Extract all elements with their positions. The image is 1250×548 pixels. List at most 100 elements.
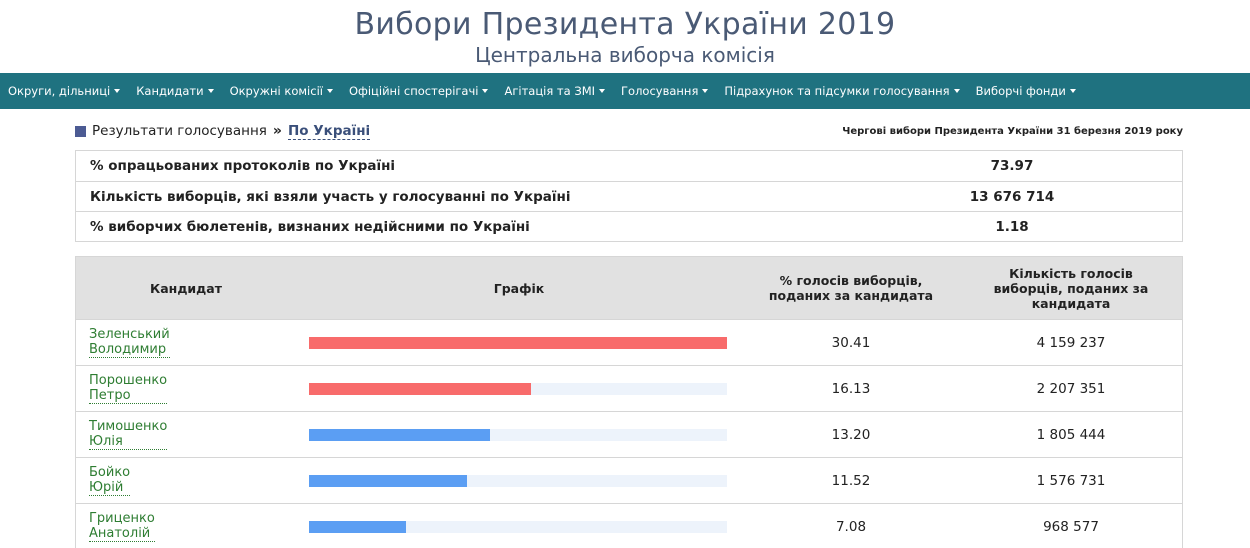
header-percent: % голосів виборців, поданих за кандидата <box>768 273 934 303</box>
candidate-link[interactable]: Порошенко Петро <box>89 373 168 404</box>
site-subtitle: Центральна виборча комісія <box>475 43 775 67</box>
candidate-link[interactable]: Тимошенко Юлія <box>89 419 168 450</box>
summary-table: % опрацьованих протоколів по Україні 73.… <box>75 150 1183 242</box>
nav-item-label: Окружні комісії <box>229 84 323 98</box>
nav-item-counting-results[interactable]: Підрахунок та підсумки голосування <box>724 73 960 109</box>
nav-item-election-funds[interactable]: Виборчі фонди <box>976 73 1076 109</box>
nav-item-label: Виборчі фонди <box>975 84 1066 98</box>
caret-down-icon <box>114 89 121 93</box>
percent-cell: 13.20 <box>831 426 871 443</box>
candidate-surname: Гриценко <box>89 511 155 526</box>
nav-item-label: Агітація та ЗМІ <box>504 84 596 98</box>
header-votes: Кількість голосів виборців, поданих за к… <box>993 265 1149 311</box>
square-bullet-icon <box>75 125 86 137</box>
site-header: Вибори Президента України 2019 Центральн… <box>0 0 1250 72</box>
nav-item-voting[interactable]: Голосування <box>621 73 709 109</box>
candidate-surname: Зеленський <box>89 327 170 342</box>
main-nav: Округи, дільниці Кандидати Окружні коміс… <box>0 73 1250 109</box>
summary-label: % опрацьованих протоколів по Україні <box>90 158 396 174</box>
candidate-name: Юлія <box>89 434 123 449</box>
header-chart: Графік <box>493 280 545 296</box>
candidate-surname: Бойко <box>89 465 131 480</box>
votes-cell: 1 576 731 <box>1036 472 1106 489</box>
candidate-surname: Порошенко <box>89 373 168 388</box>
candidate-cell: Гриценко Анатолій <box>76 511 296 542</box>
percent-cell: 7.08 <box>835 518 867 535</box>
nav-item-candidates[interactable]: Кандидати <box>136 73 214 109</box>
candidate-link[interactable]: Гриценко Анатолій <box>89 511 155 542</box>
table-row: Зеленський Володимир 30.41 4 159 237 <box>76 319 1182 365</box>
caret-down-icon <box>1069 89 1076 93</box>
percent-cell: 16.13 <box>831 380 871 397</box>
summary-label: % виборчих бюлетенів, визнаних недійсним… <box>90 218 530 235</box>
summary-row: % виборчих бюлетенів, визнаних недійсним… <box>76 211 1182 241</box>
summary-row: % опрацьованих протоколів по Україні 73.… <box>76 151 1182 181</box>
caret-down-icon <box>482 89 489 93</box>
summary-label: Кількість виборців, які взяли участь у г… <box>90 188 571 205</box>
nav-item-campaign-media[interactable]: Агітація та ЗМІ <box>504 73 606 109</box>
nav-item-label: Голосування <box>621 84 699 98</box>
candidate-name: Анатолій <box>89 526 151 541</box>
bar-track <box>309 520 727 533</box>
chart-cell <box>296 336 742 349</box>
candidate-cell: Зеленський Володимир <box>76 327 296 358</box>
bar-track <box>309 428 727 441</box>
nav-item-district-commissions[interactable]: Окружні комісії <box>230 73 333 109</box>
candidate-name: Петро <box>89 388 131 403</box>
results-table: Кандидат Графік % голосів виборців, пода… <box>75 256 1183 548</box>
percent-cell: 11.52 <box>831 472 871 489</box>
votes-cell: 4 159 237 <box>1036 334 1106 351</box>
results-header-row: Кандидат Графік % голосів виборців, пода… <box>76 257 1182 319</box>
bar-track <box>309 382 727 395</box>
breadcrumb-current-link[interactable]: По Україні <box>287 122 371 140</box>
votes-cell: 1 805 444 <box>1036 426 1106 443</box>
table-row: Тимошенко Юлія 13.20 1 805 444 <box>76 411 1182 457</box>
vote-bar <box>309 428 491 441</box>
summary-value: 13 676 714 <box>969 188 1055 205</box>
summary-value: 73.97 <box>990 158 1034 174</box>
chart-cell <box>296 474 742 487</box>
nav-item-label: Округи, дільниці <box>8 84 111 98</box>
breadcrumb-section: Результати голосування <box>92 123 267 139</box>
vote-bar <box>309 520 407 533</box>
nav-item-label: Кандидати <box>136 84 204 98</box>
vote-bar <box>309 382 531 395</box>
percent-cell: 30.41 <box>831 334 871 351</box>
vote-bar <box>309 336 727 349</box>
caret-down-icon <box>207 89 214 93</box>
candidate-cell: Тимошенко Юлія <box>76 419 296 450</box>
votes-cell: 968 577 <box>1043 518 1099 535</box>
bar-track <box>309 474 727 487</box>
candidate-link[interactable]: Зеленський Володимир <box>89 327 170 358</box>
bar-track <box>309 336 727 349</box>
vote-bar <box>309 474 468 487</box>
breadcrumb-separator: » <box>272 123 282 139</box>
candidate-surname: Тимошенко <box>89 419 168 434</box>
results-body: Зеленський Володимир 30.41 4 159 237 Порошен… <box>76 319 1182 548</box>
nav-item-label: Підрахунок та підсумки голосування <box>724 84 950 98</box>
table-row: Бойко Юрій 11.52 1 576 731 <box>76 457 1182 503</box>
candidate-cell: Порошенко Петро <box>76 373 296 404</box>
election-name: Чергові вибори Президента України 31 бер… <box>842 125 1183 137</box>
nav-item-districts[interactable]: Округи, дільниці <box>8 73 121 109</box>
chart-cell <box>296 520 742 533</box>
site-title[interactable]: Вибори Президента України 2019 <box>354 7 896 42</box>
caret-down-icon <box>702 89 709 93</box>
caret-down-icon <box>326 89 333 93</box>
summary-value: 1.18 <box>995 218 1029 235</box>
caret-down-icon <box>599 89 606 93</box>
nav-item-label: Офіційні спостерігачі <box>348 84 479 98</box>
chart-cell <box>296 382 742 395</box>
header-candidate: Кандидат <box>150 280 222 296</box>
votes-cell: 2 207 351 <box>1036 380 1106 397</box>
table-row: Порошенко Петро 16.13 2 207 351 <box>76 365 1182 411</box>
candidate-name: Володимир <box>89 342 167 357</box>
nav-item-observers[interactable]: Офіційні спостерігачі <box>349 73 489 109</box>
candidate-cell: Бойко Юрій <box>76 465 296 496</box>
candidate-name: Юрій <box>89 480 124 495</box>
summary-row: Кількість виборців, які взяли участь у г… <box>76 181 1182 211</box>
candidate-link[interactable]: Бойко Юрій <box>89 465 131 496</box>
caret-down-icon <box>953 89 960 93</box>
table-row: Гриценко Анатолій 7.08 968 577 <box>76 503 1182 548</box>
